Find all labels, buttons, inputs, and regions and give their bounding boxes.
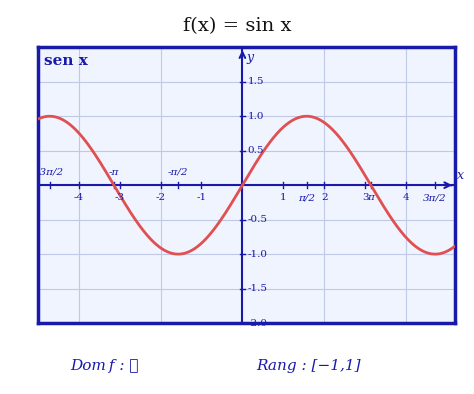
Text: x: x: [457, 169, 464, 182]
Text: Dom f : ℝ: Dom f : ℝ: [70, 359, 138, 374]
Text: -3π/2: -3π/2: [36, 168, 63, 177]
Text: -1.5: -1.5: [247, 284, 267, 293]
Text: 3π/2: 3π/2: [423, 193, 447, 203]
Text: -1: -1: [196, 193, 207, 203]
Text: 0.5: 0.5: [247, 146, 264, 155]
Text: -0.5: -0.5: [247, 215, 267, 224]
Text: -3: -3: [115, 193, 125, 203]
Text: -1.0: -1.0: [247, 250, 267, 258]
Text: 3: 3: [362, 193, 368, 203]
Text: sen x: sen x: [44, 54, 88, 68]
Text: y: y: [246, 51, 254, 64]
Text: 1.5: 1.5: [247, 77, 264, 86]
Text: -π: -π: [109, 168, 119, 177]
Text: π: π: [367, 193, 374, 203]
Text: f(x) = sin x: f(x) = sin x: [183, 17, 291, 35]
Text: 1: 1: [280, 193, 287, 203]
Text: Rang : [−1,1]: Rang : [−1,1]: [256, 359, 360, 374]
Text: 1.0: 1.0: [247, 112, 264, 121]
Text: 2: 2: [321, 193, 328, 203]
Text: -2: -2: [155, 193, 166, 203]
Text: -π/2: -π/2: [168, 168, 188, 177]
Text: -2.0: -2.0: [247, 319, 267, 327]
Text: -4: -4: [74, 193, 84, 203]
Text: 4: 4: [402, 193, 409, 203]
Text: π/2: π/2: [298, 193, 315, 203]
